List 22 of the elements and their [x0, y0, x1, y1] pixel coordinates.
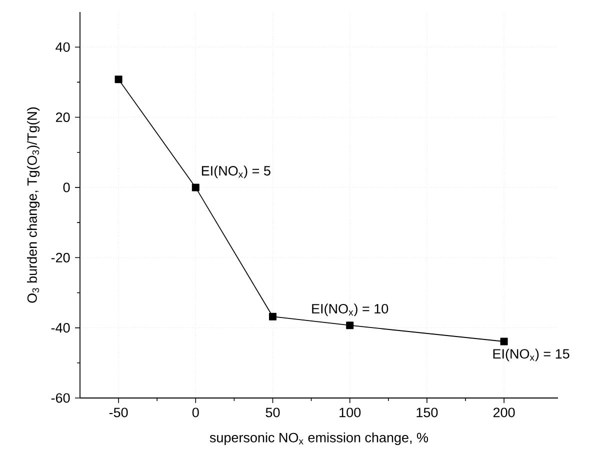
x-axis-title: supersonic NO$_{x}$ emission change, % [210, 432, 428, 446]
y-tick-label: -60 [51, 393, 70, 403]
y-tick-label: -20 [51, 252, 70, 262]
x-tick-label: 0 [192, 408, 199, 418]
point [346, 322, 354, 330]
y-axis-title: O$_{3}$ burden change, Tg(O$_{3}$)/Tg(N) [27, 107, 40, 303]
y-tick-label: 40 [56, 42, 70, 52]
y-tick-label: 20 [56, 112, 70, 122]
annotation: EI(NO$_{x}$) = 15 [493, 348, 570, 362]
x-tick-label: 50 [266, 408, 280, 418]
y-tick-label: -40 [51, 323, 70, 333]
y-tick-label: 0 [63, 182, 70, 192]
x-tick-label: 100 [340, 408, 361, 418]
x-tick-label: -50 [109, 408, 128, 418]
annotation: EI(NO$_{x}$) = 5 [202, 166, 270, 178]
annotation: EI(NO$_{x}$) = 10 [312, 304, 388, 316]
x-tick-label: 200 [493, 408, 515, 418]
point [114, 76, 122, 84]
x-tick-label: 150 [416, 408, 438, 418]
point [268, 312, 276, 320]
point [192, 184, 200, 192]
point [500, 338, 508, 346]
